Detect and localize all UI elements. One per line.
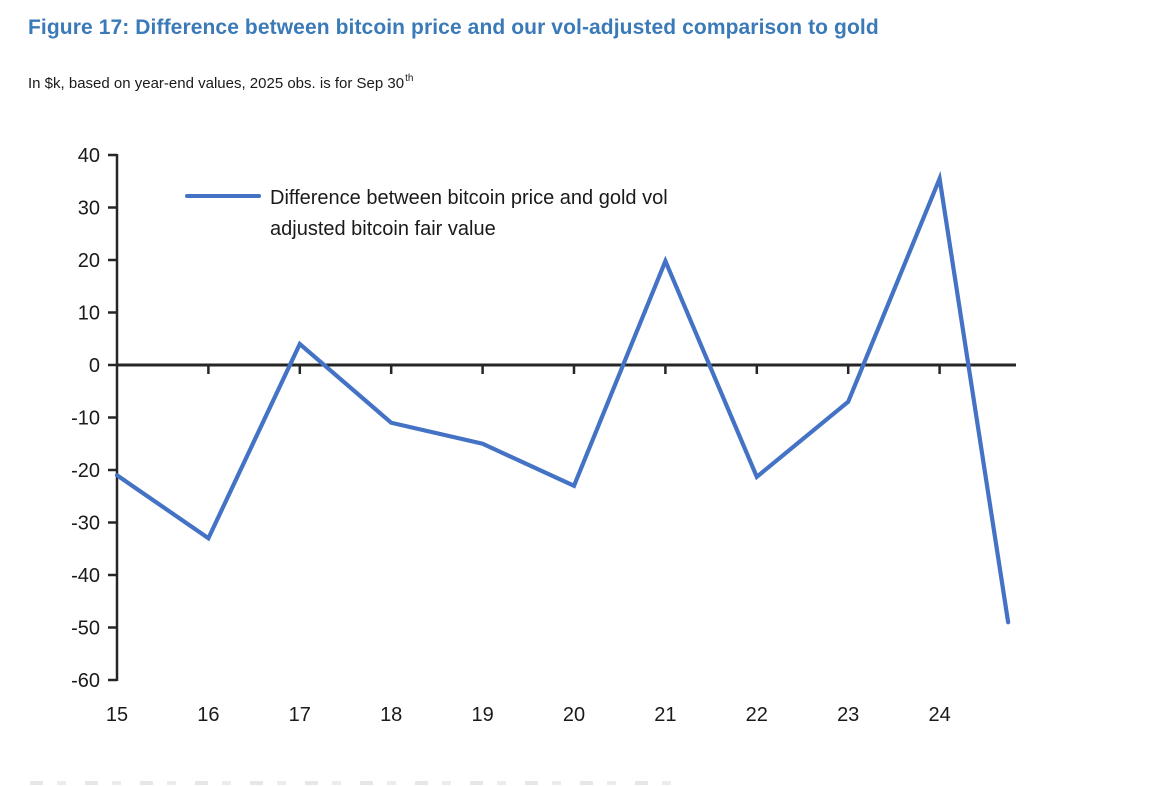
x-tick-label: 15 bbox=[106, 704, 128, 726]
line-chart: 40 30 20 10 0 -10 -20 -30 -40 -50 -60 15 16 17 18 19 20 2… bbox=[71, 145, 1016, 726]
subtitle-superscript: th bbox=[405, 73, 414, 84]
x-tick-label: 16 bbox=[197, 704, 219, 726]
y-tick-label: -60 bbox=[71, 670, 100, 692]
y-tick-label: 40 bbox=[78, 145, 100, 167]
x-tick-label: 18 bbox=[380, 704, 402, 726]
x-tick-label: 23 bbox=[837, 704, 859, 726]
y-tick-label: -50 bbox=[71, 618, 100, 640]
legend-label-line1: Difference between bitcoin price and gol… bbox=[270, 187, 668, 209]
legend-line-swatch bbox=[185, 194, 261, 198]
chart-legend: Difference between bitcoin price and gol… bbox=[185, 183, 668, 245]
figure-subtitle: In $k, based on year-end values, 2025 ob… bbox=[28, 73, 1128, 92]
y-tick-label: 30 bbox=[78, 198, 100, 220]
y-tick-label: -30 bbox=[71, 513, 100, 535]
x-tick-label: 21 bbox=[654, 704, 676, 726]
x-tick-label: 22 bbox=[746, 704, 768, 726]
x-tick-label: 24 bbox=[928, 704, 950, 726]
subtitle-text: In $k, based on year-end values, 2025 ob… bbox=[28, 75, 405, 92]
chart-area: 40 30 20 10 0 -10 -20 -30 -40 -50 -60 15 16 17 18 19 20 2… bbox=[0, 120, 1170, 786]
y-tick-label: -10 bbox=[71, 408, 100, 430]
x-tick-label: 20 bbox=[563, 704, 585, 726]
series-line bbox=[114, 170, 1011, 625]
figure-title: Figure 17: Difference between bitcoin pr… bbox=[28, 16, 879, 39]
y-tick-label: -20 bbox=[71, 460, 100, 482]
y-tick-label: 10 bbox=[78, 303, 100, 325]
legend-label: Difference between bitcoin price and gol… bbox=[270, 183, 668, 245]
x-tick-label: 17 bbox=[289, 704, 311, 726]
legend-label-line2: adjusted bitcoin fair value bbox=[270, 218, 496, 240]
y-tick-label: -40 bbox=[71, 565, 100, 587]
y-tick-label: 0 bbox=[89, 355, 100, 377]
y-tick-label: 20 bbox=[78, 250, 100, 272]
x-tick-label: 19 bbox=[471, 704, 493, 726]
cutoff-source-text-sliver bbox=[30, 781, 680, 785]
